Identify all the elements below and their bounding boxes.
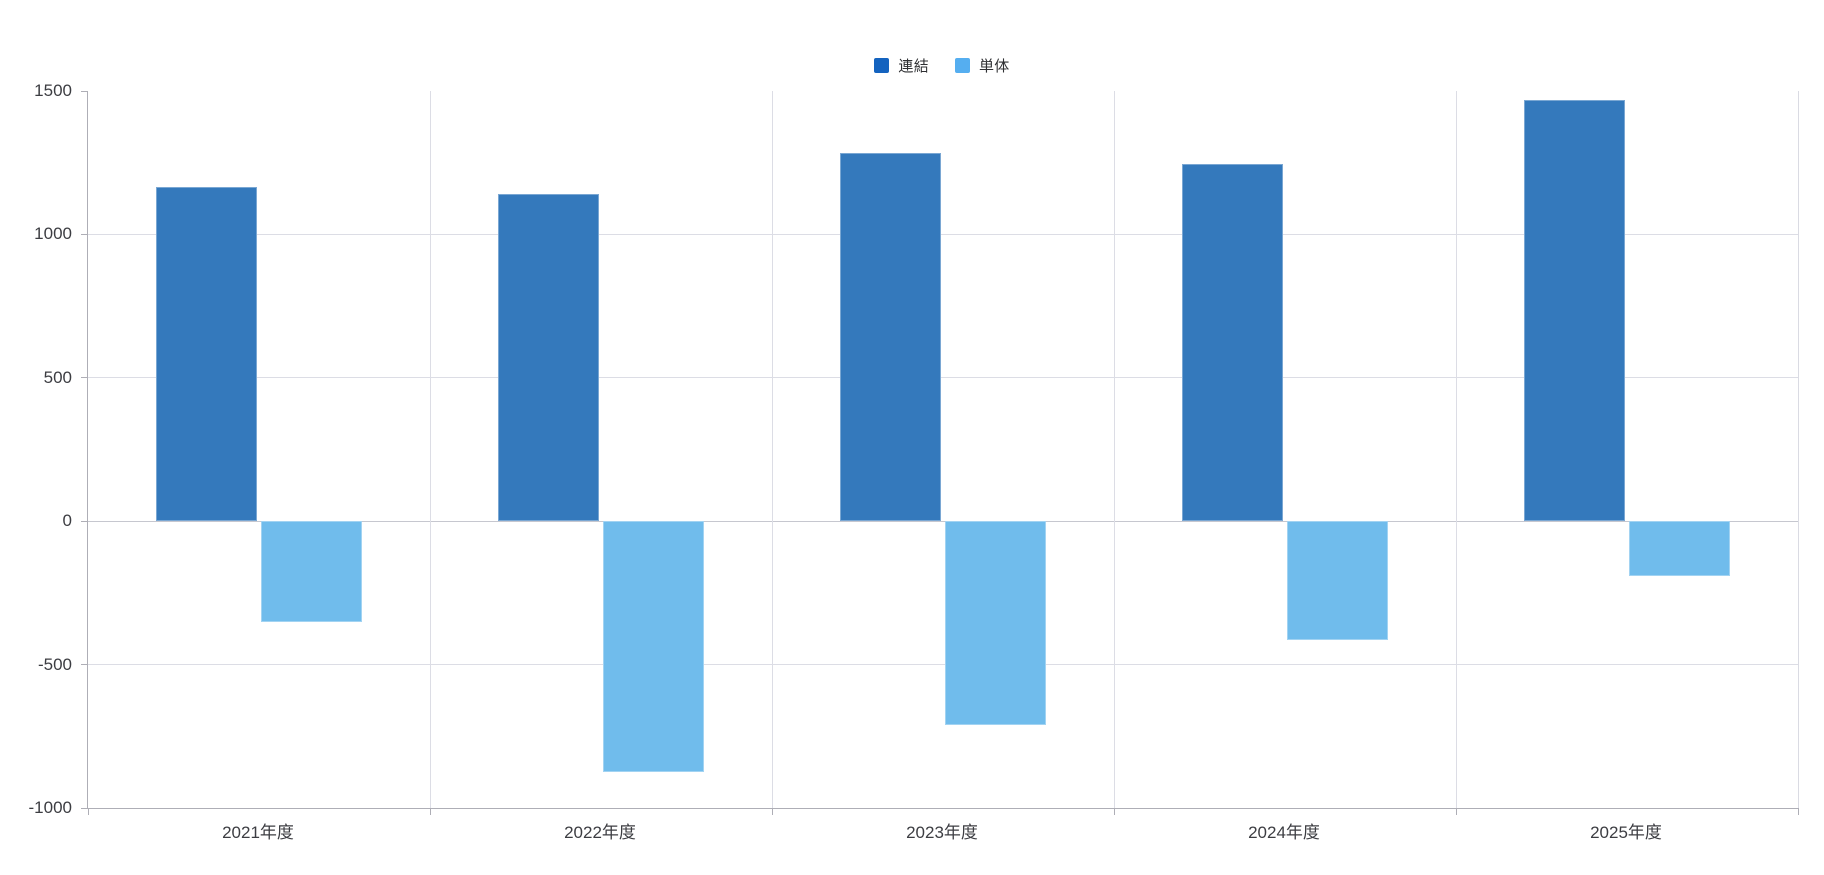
y-axis-tick-label: 0 [62,511,72,531]
y-axis-tick [81,664,88,666]
legend-label-standalone: 単体 [979,57,1010,75]
bar-consolidated-2025年度[interactable] [1524,99,1625,522]
x-axis-tick [1455,808,1457,815]
legend-item-standalone[interactable]: 単体 [955,55,1010,76]
gridline-v [429,91,431,808]
x-axis-tick [87,808,89,815]
bar-standalone-2025年度[interactable] [1629,521,1730,576]
y-axis-tick [81,90,88,92]
gridline-v [1113,91,1115,808]
gridline-v [1455,91,1457,808]
y-axis-tick [81,520,88,522]
bar-standalone-2022年度[interactable] [603,521,704,773]
x-axis-tick [1797,808,1799,815]
bar-consolidated-2023年度[interactable] [840,152,941,522]
y-axis-tick-label: -500 [37,654,72,674]
bar-consolidated-2022年度[interactable] [498,194,599,522]
plot-area [81,90,1799,815]
chart-legend: 連結 単体 [87,48,1797,82]
x-axis-tick-label: 2025年度 [1590,823,1662,842]
gridline-v [771,91,773,808]
x-axis-tick-label: 2022年度 [564,823,636,842]
legend-swatch-standalone-icon [955,57,970,73]
bar-consolidated-2021年度[interactable] [156,187,257,522]
gridline-h [88,233,1798,235]
gridline-h [88,377,1798,379]
x-axis-tick [1113,808,1115,815]
y-axis-tick [81,807,88,809]
gridline-h [88,664,1798,666]
legend-label-consolidated: 連結 [898,57,929,75]
zero-line [88,520,1798,522]
y-axis-tick-label: -1000 [28,798,72,817]
legend-item-consolidated[interactable]: 連結 [874,55,929,76]
x-axis-tick-label: 2024年度 [1248,823,1320,842]
y-axis-tick [81,377,88,379]
y-axis-tick-label: 1500 [34,81,72,100]
bar-standalone-2021年度[interactable] [261,521,362,622]
y-axis-tick-label: 500 [43,367,72,387]
y-axis-tick-label: 1000 [34,224,72,244]
bar-standalone-2024年度[interactable] [1287,521,1388,641]
bar-standalone-2023年度[interactable] [945,521,1046,725]
y-axis-tick [81,233,88,235]
x-axis-tick [771,808,773,815]
bar-consolidated-2024年度[interactable] [1182,164,1283,522]
x-axis-tick-label: 2023年度 [906,823,978,842]
x-axis-tick-label: 2021年度 [222,823,294,842]
x-axis-tick [429,808,431,815]
legend-swatch-consolidated-icon [874,57,890,73]
